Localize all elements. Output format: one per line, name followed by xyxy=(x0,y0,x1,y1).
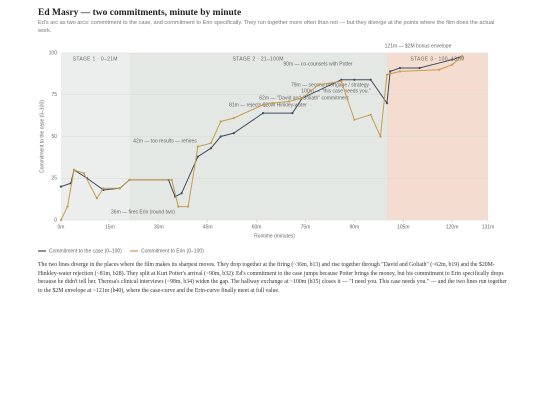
chart-subtitle: Ed's arc as two arcs: commitment to the … xyxy=(38,20,495,34)
stage-label: STAGE 1 · 0–21M xyxy=(73,56,118,62)
x-axis-label: Runtime (minutes) xyxy=(254,233,295,239)
y-tick-label: 25 xyxy=(51,176,57,182)
legend-label: Commitment to the case (0–100) xyxy=(49,248,122,254)
series-point xyxy=(317,83,320,86)
x-tick-label: 45m xyxy=(203,224,213,230)
series-point xyxy=(340,78,343,81)
series-point xyxy=(340,80,343,83)
commentary: The two lines diverge in the places wher… xyxy=(38,262,507,294)
y-axis-label: Commitment to the case (0–100) xyxy=(39,100,45,173)
series-point xyxy=(353,118,356,121)
annotation: 42m — too results — rehires xyxy=(133,138,197,144)
series-point xyxy=(95,197,98,200)
chart: STAGE 1 · 0–21M STAGE 2 · 21–100M STAGE 3 … xyxy=(38,43,495,254)
annotation: 36m — fires Erin (round two) xyxy=(111,209,175,215)
series-point xyxy=(418,66,421,70)
series-point xyxy=(209,147,213,150)
y-tick-label: 75 xyxy=(51,92,57,98)
series-point xyxy=(271,102,274,105)
series-point xyxy=(460,55,464,58)
series-point xyxy=(291,112,294,115)
legend-label: Commitment to Erin (0–100) xyxy=(141,248,204,254)
y-tick-label: 100 xyxy=(49,50,58,56)
series-point xyxy=(301,96,304,100)
series-point xyxy=(209,142,213,145)
series-point xyxy=(177,205,180,208)
x-tick-label: 105m xyxy=(397,224,410,230)
series-line xyxy=(60,55,463,198)
series-point xyxy=(261,112,265,115)
series-point xyxy=(385,102,389,105)
annotation: 81m — rejects $20M Hinkley-water xyxy=(229,102,307,108)
y-tick-label: 50 xyxy=(51,134,57,140)
series-point xyxy=(102,187,105,190)
series-point xyxy=(72,168,76,171)
series-point xyxy=(288,100,291,103)
series-point xyxy=(232,117,235,120)
series-point xyxy=(59,185,63,188)
x-tick-label: 90m xyxy=(349,224,359,230)
series-point xyxy=(398,66,402,70)
x-tick-label: 131m xyxy=(482,224,495,230)
annotation: 100m — "this case needs you." xyxy=(301,88,371,94)
series-point xyxy=(353,78,356,81)
series-point xyxy=(180,192,183,195)
series-point xyxy=(59,218,63,222)
series-point xyxy=(379,135,382,138)
stage-label: STAGE 3 · 100–131M xyxy=(410,56,464,62)
series-point xyxy=(219,135,222,138)
x-tick-label: 30m xyxy=(154,224,164,230)
series-point xyxy=(196,145,200,148)
series-point xyxy=(219,120,222,123)
x-tick-label: 75m xyxy=(301,224,311,230)
x-tick-label: 0m xyxy=(58,224,65,230)
series-point xyxy=(261,103,265,106)
y-tick-label: 0 xyxy=(54,217,57,223)
series-point xyxy=(451,58,454,61)
series-point xyxy=(196,155,200,158)
annotation: 62m — "David and Goliath" commitment xyxy=(259,95,349,101)
x-tick-label: 15m xyxy=(105,224,115,230)
series-point xyxy=(232,132,235,135)
series-point xyxy=(451,63,454,66)
series-point xyxy=(369,78,372,81)
annotation: 121m — $2M bonus envelope xyxy=(385,43,452,49)
series-point xyxy=(66,205,69,208)
series-point xyxy=(385,73,389,76)
chart-title: Ed Masry — two commitments, minute by mi… xyxy=(38,8,242,18)
series-point xyxy=(389,70,392,73)
series-point xyxy=(187,205,190,208)
series-point xyxy=(369,113,372,116)
stage-label: STAGE 2 · 21–100M xyxy=(233,56,284,62)
x-tick-label: 120m xyxy=(446,224,459,230)
series-point xyxy=(170,178,173,182)
x-tick-label: 60m xyxy=(252,224,262,230)
series-point xyxy=(438,68,441,71)
annotation: 90m — co-counsels with Potter xyxy=(283,61,353,67)
series-point xyxy=(82,172,85,175)
series-point xyxy=(118,187,121,190)
series-point xyxy=(128,178,131,182)
series-point xyxy=(398,70,402,73)
